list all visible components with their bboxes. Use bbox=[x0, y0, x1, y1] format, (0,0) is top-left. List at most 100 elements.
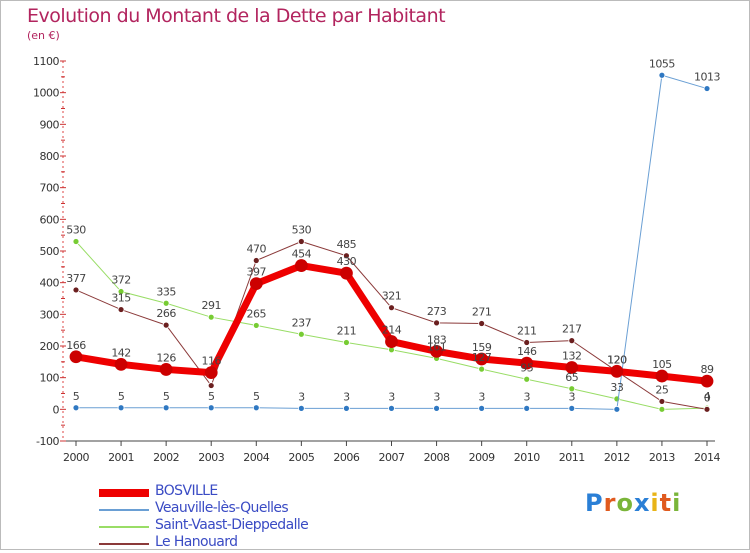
data-point bbox=[475, 352, 489, 366]
legend-swatch bbox=[99, 526, 149, 528]
data-label: 120 bbox=[607, 353, 627, 366]
data-point bbox=[117, 404, 125, 412]
y-tick-label: 0 bbox=[53, 403, 60, 416]
x-tick-label: 2008 bbox=[424, 451, 450, 464]
data-point bbox=[117, 306, 125, 313]
data-label: 65 bbox=[565, 371, 578, 384]
y-tick-label: 100 bbox=[40, 372, 60, 385]
chart-title: Evolution du Montant de la Dette par Hab… bbox=[27, 5, 446, 27]
data-point bbox=[658, 405, 666, 413]
legend-swatch bbox=[99, 509, 149, 511]
logo-letter: t bbox=[659, 489, 673, 517]
data-label: 127 bbox=[472, 351, 492, 364]
data-label: 454 bbox=[292, 248, 312, 261]
x-tick-label: 2012 bbox=[604, 451, 630, 464]
legend-swatch bbox=[99, 543, 149, 545]
x-tick-label: 2002 bbox=[153, 451, 179, 464]
data-point bbox=[249, 277, 263, 291]
data-point bbox=[72, 238, 80, 245]
data-label: 3 bbox=[298, 390, 305, 403]
data-point bbox=[297, 404, 305, 412]
data-label: 1013 bbox=[694, 71, 720, 84]
y-tick-label: 1100 bbox=[33, 55, 59, 68]
chart-unit: (en €) bbox=[27, 29, 60, 42]
legend-swatch bbox=[99, 489, 149, 497]
data-label: 1055 bbox=[649, 57, 675, 70]
data-label: 3 bbox=[388, 390, 395, 403]
data-label: 211 bbox=[337, 325, 357, 338]
data-point bbox=[520, 356, 534, 370]
data-label: 530 bbox=[66, 224, 86, 237]
data-label: 335 bbox=[156, 285, 176, 298]
data-point bbox=[565, 361, 579, 374]
x-tick-label: 2003 bbox=[198, 451, 224, 464]
data-point bbox=[523, 404, 531, 412]
legend-label: Le Hanouard bbox=[155, 534, 238, 550]
data-label: 4 bbox=[704, 390, 711, 403]
data-point bbox=[433, 404, 440, 412]
data-label: 5 bbox=[253, 390, 260, 403]
data-label: 271 bbox=[472, 306, 492, 319]
data-point bbox=[478, 320, 486, 327]
data-label: 3 bbox=[569, 390, 576, 403]
data-point bbox=[297, 238, 305, 245]
x-tick-label: 2009 bbox=[469, 451, 495, 464]
data-point bbox=[568, 385, 576, 393]
logo-letter: o bbox=[616, 489, 634, 517]
y-tick-label: 300 bbox=[40, 308, 60, 321]
data-point bbox=[703, 85, 711, 92]
data-point bbox=[207, 382, 215, 389]
y-tick-label: 500 bbox=[40, 245, 60, 258]
data-label: 273 bbox=[427, 305, 447, 318]
data-point bbox=[159, 363, 173, 376]
data-point bbox=[568, 337, 576, 345]
data-point bbox=[297, 330, 305, 338]
data-point bbox=[343, 252, 350, 260]
legend-label: Saint-Vaast-Dieppedalle bbox=[155, 517, 309, 533]
data-label: 146 bbox=[517, 345, 537, 358]
data-point bbox=[478, 365, 486, 373]
data-label: 5 bbox=[208, 390, 215, 403]
logo-letter: r bbox=[603, 489, 617, 517]
x-tick-label: 2014 bbox=[694, 451, 720, 464]
data-point bbox=[388, 304, 395, 312]
data-point bbox=[523, 339, 531, 346]
data-label: 161 bbox=[427, 340, 447, 353]
data-point bbox=[523, 375, 531, 383]
data-point bbox=[703, 405, 711, 413]
data-label: 211 bbox=[517, 325, 537, 338]
data-label: 89 bbox=[701, 363, 714, 376]
data-point bbox=[207, 404, 215, 412]
data-point bbox=[69, 350, 83, 364]
data-label: 5 bbox=[118, 390, 125, 403]
x-tick-label: 2010 bbox=[514, 451, 540, 464]
data-point bbox=[613, 405, 621, 413]
data-label: 3 bbox=[343, 390, 350, 403]
data-point bbox=[204, 366, 218, 380]
y-tick-label: 1000 bbox=[33, 87, 59, 100]
data-label: 214 bbox=[382, 324, 402, 337]
legend-label: Veauville-lès-Quelles bbox=[155, 500, 289, 516]
data-point bbox=[207, 313, 215, 321]
x-tick-label: 2000 bbox=[63, 451, 89, 464]
data-point bbox=[658, 71, 666, 79]
data-point bbox=[388, 404, 395, 412]
data-label: 321 bbox=[382, 290, 402, 303]
y-tick-label: -100 bbox=[36, 435, 59, 448]
data-label: 485 bbox=[337, 238, 357, 251]
data-label: 315 bbox=[111, 292, 131, 305]
data-label: 3 bbox=[478, 390, 485, 403]
y-tick-label: 800 bbox=[40, 150, 60, 163]
x-tick-label: 2006 bbox=[333, 451, 359, 464]
data-label: 5 bbox=[163, 390, 170, 403]
data-label: 5 bbox=[73, 390, 80, 403]
y-tick-label: 600 bbox=[40, 213, 60, 226]
data-label: 291 bbox=[201, 299, 221, 312]
data-label: 33 bbox=[610, 381, 623, 394]
data-label: 159 bbox=[472, 341, 492, 354]
data-point bbox=[162, 321, 170, 329]
data-label: 372 bbox=[111, 274, 131, 287]
data-point bbox=[162, 299, 170, 307]
